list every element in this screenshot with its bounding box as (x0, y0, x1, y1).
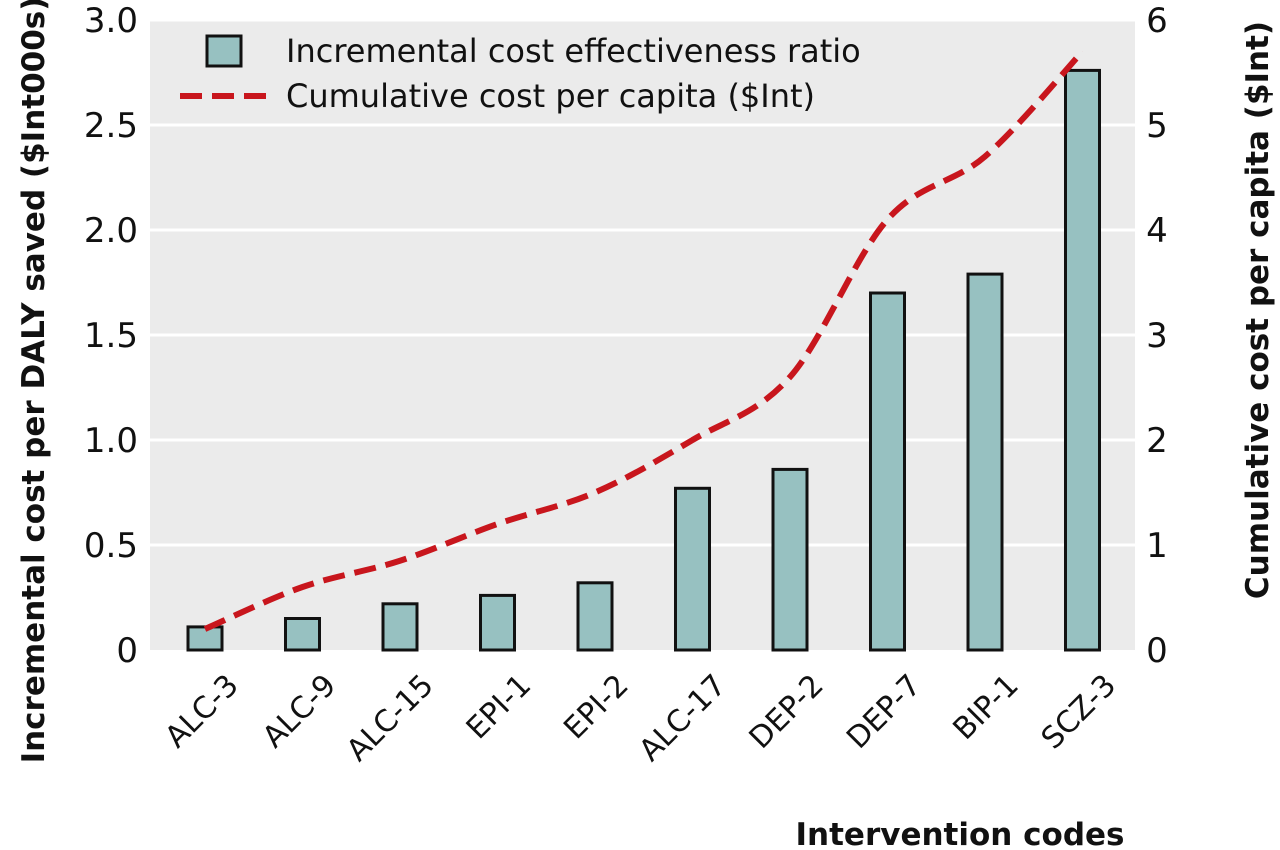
bar-epi-2 (576, 581, 614, 652)
x-tick-label: ALC-17 (633, 668, 734, 769)
cumulative-cost-line (203, 49, 1085, 632)
legend: Incremental cost effectiveness ratio Cum… (180, 32, 861, 115)
left-y-tick-label: 1.0 (84, 421, 138, 461)
right-y-tick-label: 3 (1146, 316, 1168, 356)
bar-epi-1 (479, 593, 516, 652)
x-tick-label: DEP-2 (743, 668, 831, 756)
right-y-tick-label: 2 (1146, 421, 1168, 461)
left-y-tick-label: 2.0 (84, 211, 138, 251)
x-tick-label: BIP-1 (947, 668, 1026, 747)
left-y-tick-label: 0 (116, 631, 138, 671)
right-y-tick-label: 6 (1146, 1, 1168, 41)
right-y-tick-label: 5 (1146, 106, 1168, 146)
x-tick-label: EPI-2 (557, 668, 635, 746)
x-tick-label: ALC-9 (256, 668, 343, 755)
x-tick-label: DEP-7 (840, 668, 928, 756)
right-y-axis-title: Cumulative cost per capita ($Int) (1240, 21, 1276, 599)
bar-alc-15 (381, 602, 419, 652)
left-y-tick-label: 3.0 (84, 1, 138, 41)
x-axis-title: Intervention codes (796, 817, 1125, 850)
right-y-tick-label: 0 (1146, 631, 1168, 671)
bar-alc-9 (284, 617, 321, 652)
bar-alc-3 (186, 625, 224, 652)
right-y-ticks: 0 1 2 3 4 5 6 (1146, 1, 1168, 671)
cumulative-line (203, 49, 1085, 632)
legend-line-label: Cumulative cost per capita ($Int) (286, 77, 815, 115)
bar-dep-7 (869, 291, 906, 652)
left-y-tick-label: 0.5 (84, 526, 138, 566)
left-y-tick-label: 1.5 (84, 316, 138, 356)
bars (186, 68, 1101, 652)
right-y-tick-label: 4 (1146, 211, 1168, 251)
bar-dep-2 (771, 467, 809, 652)
x-tick-label: ALC-15 (340, 668, 441, 769)
bar-alc-17 (674, 486, 711, 652)
left-y-axis-title: Incremental cost per DALY saved ($Int000… (16, 0, 52, 763)
x-tick-label: EPI-1 (460, 668, 538, 746)
x-tick-label: SCZ-3 (1035, 668, 1123, 756)
left-y-tick-label: 2.5 (84, 106, 138, 146)
bar-scz-3 (1064, 68, 1101, 652)
grid-lines (150, 18, 1135, 547)
bar-bip-1 (966, 272, 1004, 652)
legend-bar-swatch (205, 34, 243, 68)
legend-bar-label: Incremental cost effectiveness ratio (286, 32, 861, 70)
x-tick-label: ALC-3 (159, 668, 246, 755)
right-y-tick-label: 1 (1146, 526, 1168, 566)
left-y-ticks: 0 0.5 1.0 1.5 2.0 2.5 3.0 (84, 1, 138, 671)
